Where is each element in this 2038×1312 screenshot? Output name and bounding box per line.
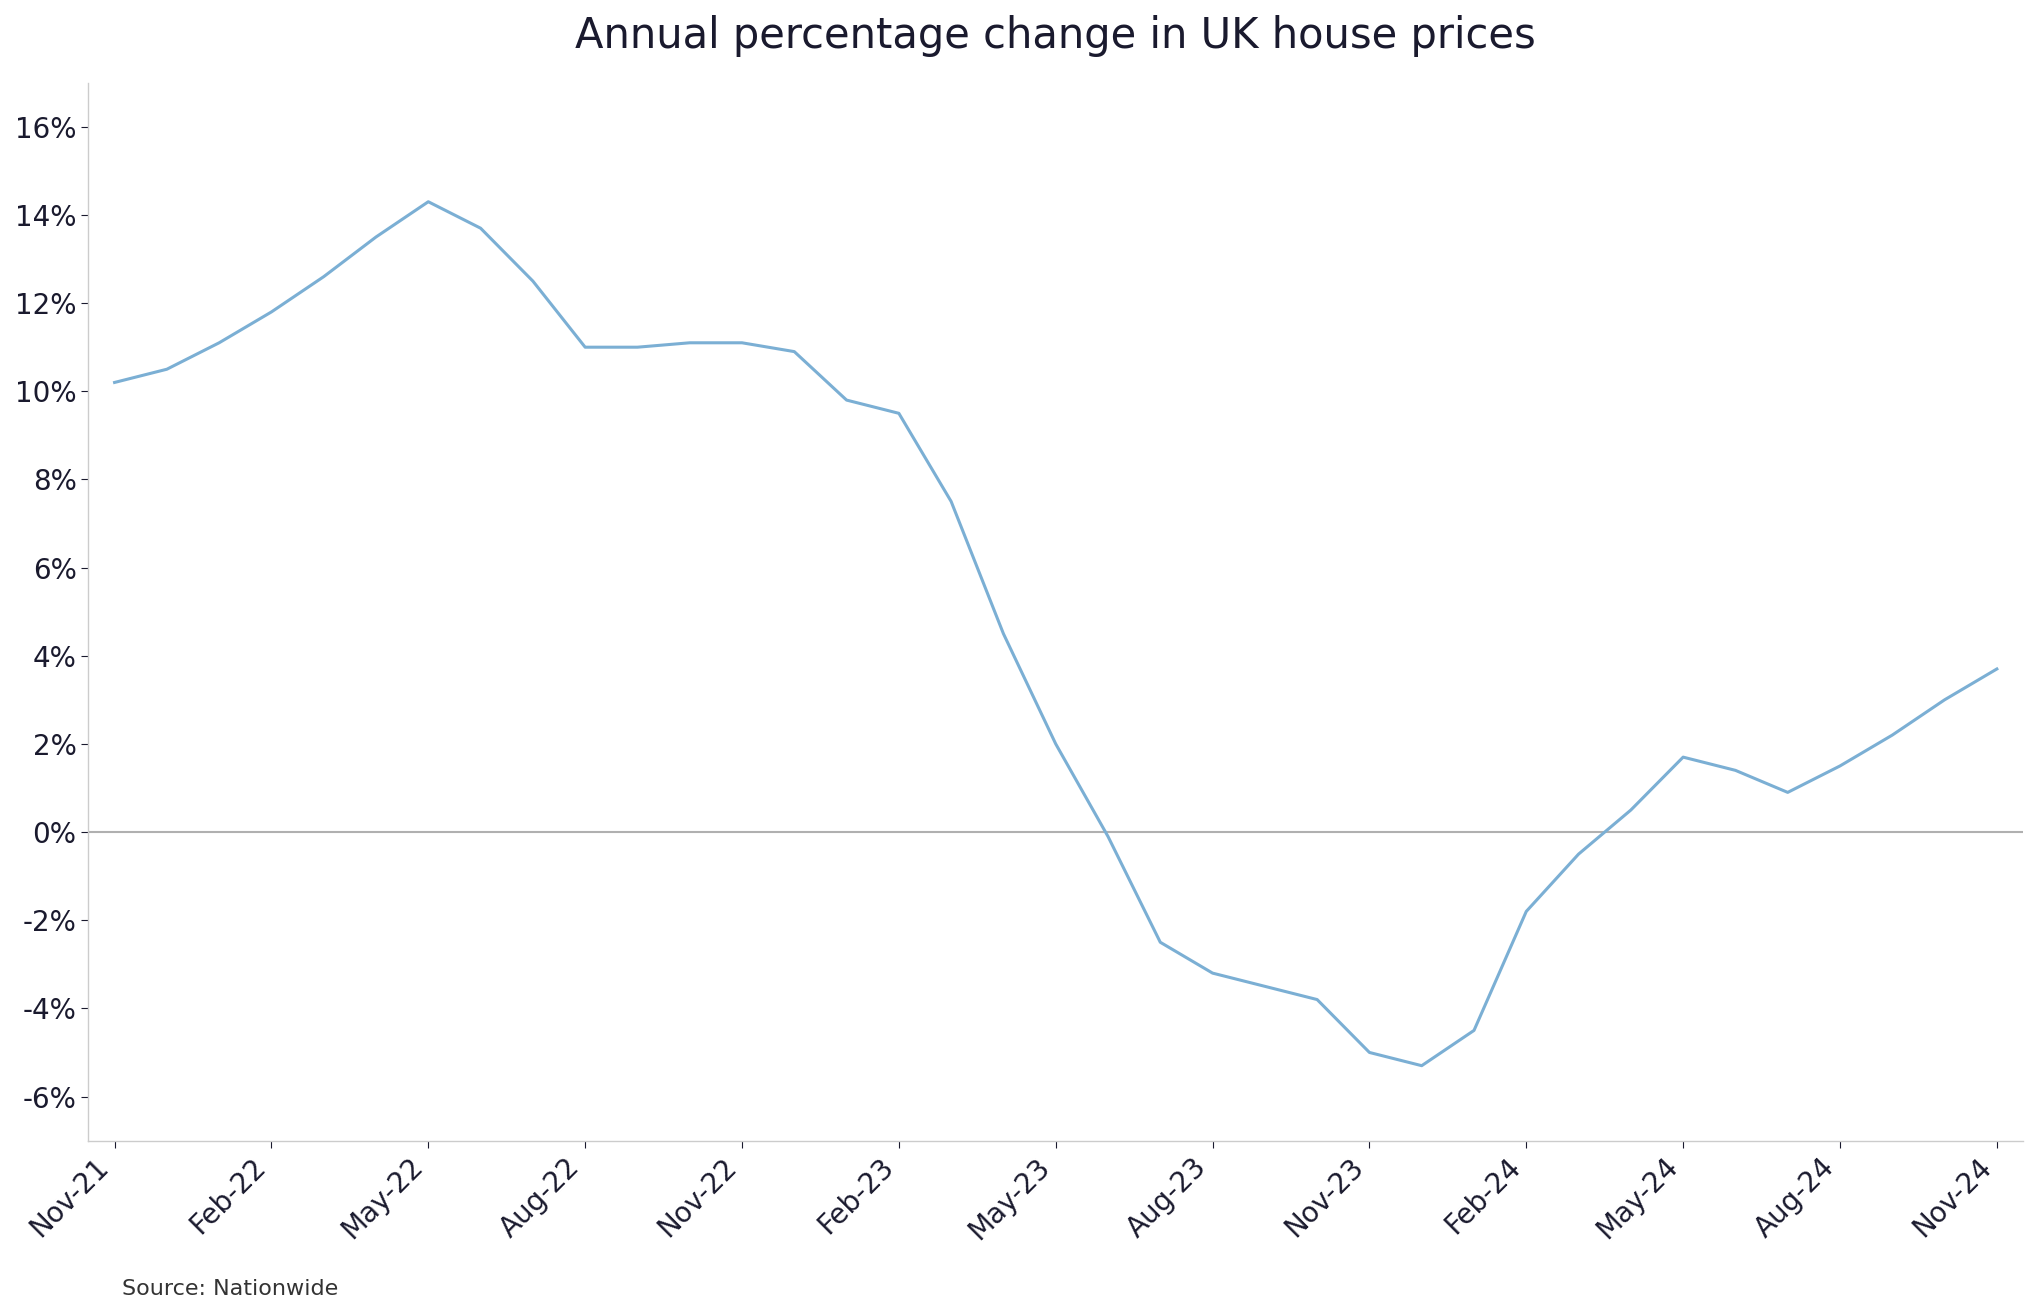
Title: Annual percentage change in UK house prices: Annual percentage change in UK house pri… (575, 14, 1537, 56)
Text: Source: Nationwide: Source: Nationwide (122, 1279, 338, 1299)
